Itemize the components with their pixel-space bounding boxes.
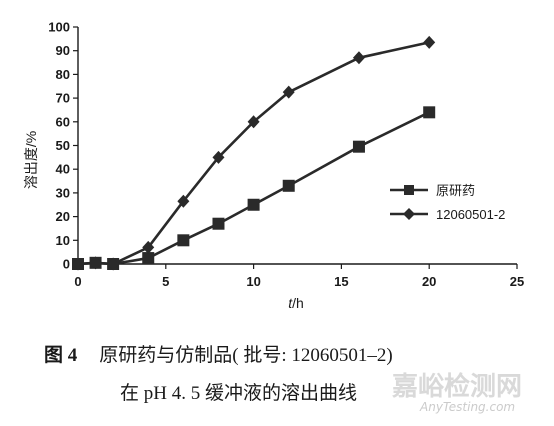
x-tick-label: 0: [74, 274, 81, 289]
data-point-diamond: [352, 51, 365, 65]
y-axis-title: 溶出度/%: [23, 131, 39, 189]
y-tick-label: 50: [56, 138, 70, 153]
dissolution-chart: 0 10 20 30 40 50 60 70 80 90 100 0 5 10 15 20 25 溶出度/% t…: [23, 20, 524, 311]
data-point-square: [352, 140, 365, 153]
chart-series: [72, 35, 436, 271]
legend-label-series-1: 原研药: [436, 183, 475, 198]
figure-caption-line-1: 图 4 原研药与仿制品( 批号: 12060501–2): [44, 340, 393, 367]
y-tick-label: 90: [56, 43, 70, 58]
data-point-square: [177, 234, 190, 247]
y-tick-label: 100: [48, 20, 70, 35]
legend-marker-square: [404, 185, 414, 195]
figure-caption-line-2: 在 pH 4. 5 缓冲液的溶出曲线: [120, 378, 357, 405]
y-tick-label: 30: [56, 185, 70, 200]
series-line-2: [77, 41, 430, 266]
x-axis-title: t/h: [288, 295, 304, 310]
data-point-diamond: [89, 256, 102, 270]
series-line-1: [77, 111, 430, 266]
y-tick-label: 80: [56, 67, 70, 82]
data-point-diamond: [423, 35, 436, 49]
legend: 原研药 12060501-2: [390, 183, 505, 222]
data-point-square: [142, 252, 155, 265]
figure-label: 图 4: [44, 345, 78, 366]
y-tick-label: 40: [56, 162, 70, 177]
legend-label-series-2: 12060501-2: [436, 207, 505, 222]
watermark-en: AnyTesting.com: [420, 400, 516, 414]
data-point-square: [247, 198, 260, 211]
x-tick-label: 5: [162, 274, 169, 289]
y-tick-label: 0: [63, 257, 70, 272]
watermark-cn: 嘉峪检测网: [392, 372, 523, 402]
chart-axes: 0 10 20 30 40 50 60 70 80 90 100 0 5 10 15 20 25: [48, 20, 524, 290]
x-tick-label: 15: [334, 274, 348, 289]
y-tick-label: 20: [56, 209, 70, 224]
caption-subtitle: 在 pH 4. 5 缓冲液的溶出曲线: [120, 383, 357, 404]
x-tick-label: 25: [510, 274, 524, 289]
y-tick-label: 70: [56, 91, 70, 106]
data-point-diamond: [72, 257, 84, 271]
data-point-diamond: [107, 257, 120, 271]
data-point-diamond: [142, 240, 155, 254]
legend-marker-diamond: [403, 208, 415, 220]
data-point-square: [282, 179, 295, 192]
data-point-diamond: [247, 115, 260, 129]
data-point-diamond: [282, 85, 295, 99]
data-point-square: [423, 106, 436, 119]
x-tick-label: 20: [422, 274, 436, 289]
data-point-square: [212, 217, 225, 230]
y-tick-label: 60: [56, 114, 70, 129]
y-tick-label: 10: [56, 233, 70, 248]
caption-title: 原研药与仿制品( 批号: 12060501–2): [99, 345, 393, 366]
x-tick-label: 10: [246, 274, 260, 289]
x-axis-title-var: t: [288, 295, 293, 310]
x-axis-title-unit: /h: [292, 295, 304, 310]
data-point-diamond: [177, 194, 190, 208]
data-point-diamond: [212, 150, 225, 164]
